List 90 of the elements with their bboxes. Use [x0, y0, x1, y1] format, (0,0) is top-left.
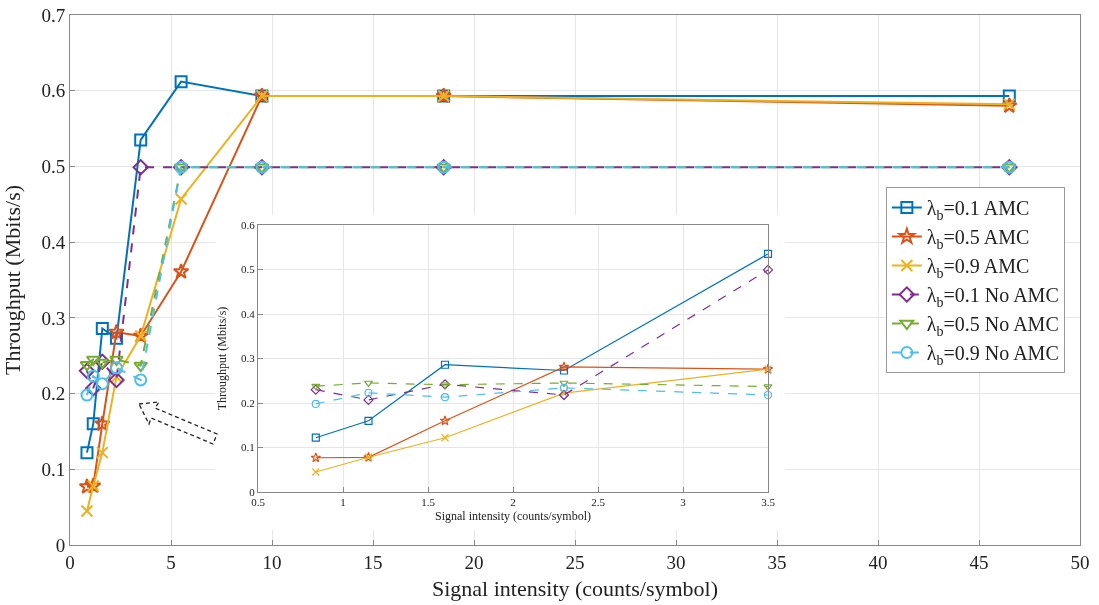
point	[86, 369, 100, 383]
y-tick-label: 0.4	[241, 307, 256, 320]
point	[86, 417, 100, 431]
point	[364, 388, 373, 397]
y-tick-label: 0.3	[41, 307, 66, 329]
point	[94, 353, 111, 370]
x-tick-label: 35	[767, 551, 787, 573]
legend-label: λ$_{b}$=0.1 AMC	[926, 197, 1030, 223]
point	[95, 377, 109, 391]
point	[363, 394, 374, 406]
legend-label: λ$_{b}$=0.9 AMC	[926, 255, 1030, 281]
point	[95, 321, 109, 335]
legend-label: λ$_{b}$=0.5 No AMC	[926, 313, 1059, 339]
point	[311, 467, 320, 477]
y-tick-label: 0	[55, 534, 66, 556]
point	[108, 371, 125, 389]
point	[762, 264, 774, 276]
point	[558, 361, 570, 372]
point	[134, 373, 148, 387]
point	[174, 75, 188, 89]
point	[109, 361, 123, 375]
x-tick-label: 40	[868, 551, 888, 573]
x-tick-label: 3.5	[761, 496, 776, 509]
point	[310, 384, 321, 395]
point	[311, 399, 320, 408]
point	[439, 415, 451, 426]
x-tick-label: 2	[510, 496, 516, 509]
point	[311, 383, 321, 391]
point	[763, 384, 773, 391]
point	[132, 159, 149, 176]
x-axis-title: Signal intensity (counts/symbol)	[432, 575, 718, 601]
x-tick-label: 0.5	[251, 496, 266, 509]
x-tick-label: 50	[1070, 551, 1090, 573]
point	[174, 192, 188, 206]
x-tick-label: 45	[969, 551, 989, 573]
point	[559, 383, 569, 392]
legend-label: λ$_{b}$=0.5 AMC	[926, 226, 1030, 252]
point	[763, 249, 773, 259]
x-tick-label: 10	[262, 551, 282, 573]
y-tick-label: 0	[249, 485, 256, 498]
x-tick-label: 2.5	[591, 496, 606, 509]
x-tick-label: 1	[340, 496, 346, 509]
point	[80, 446, 94, 460]
x-tick-label: 30	[666, 551, 686, 573]
point	[311, 433, 320, 442]
point	[172, 262, 190, 279]
point	[94, 415, 111, 432]
y-tick-label: 0.7	[41, 4, 66, 26]
y-tick-label: 0.1	[41, 458, 66, 480]
y-tick-label: 0.4	[41, 231, 66, 253]
point	[559, 366, 569, 375]
legend-label: λ$_{b}$=0.9 No AMC	[926, 342, 1059, 368]
point	[108, 323, 125, 340]
point	[80, 388, 94, 402]
y-axis-title: Throughput (Mbits/s)	[215, 306, 229, 411]
y-tick-label: 0.5	[241, 263, 256, 276]
point	[763, 390, 773, 400]
point	[94, 358, 110, 370]
x-tick-label: 3	[680, 496, 687, 509]
point	[364, 416, 373, 425]
x-tick-label: 5	[166, 551, 176, 573]
x-tick-label: 15	[363, 551, 383, 573]
point	[109, 331, 123, 345]
x-tick-label: 25	[565, 551, 585, 573]
y-tick-label: 0.2	[41, 383, 66, 405]
legend-label: λ$_{b}$=0.1 No AMC	[926, 284, 1059, 310]
point	[80, 504, 94, 518]
point	[78, 362, 96, 380]
y-tick-label: 0.5	[41, 156, 66, 178]
point	[559, 380, 569, 388]
y-axis-title: Throughput (Mbits/s)	[0, 184, 25, 376]
y-tick-label: 0.6	[241, 218, 256, 231]
y-tick-label: 0.1	[241, 441, 255, 454]
y-tick-label: 0.2	[241, 396, 255, 409]
x-tick-label: 20	[464, 551, 484, 573]
point	[134, 133, 148, 147]
point	[440, 393, 450, 402]
point	[440, 433, 450, 442]
x-axis-title: Signal intensity (counts/symbol)	[435, 509, 591, 524]
point	[440, 360, 450, 369]
x-tick-label: 1.5	[421, 496, 436, 509]
point	[85, 380, 102, 397]
point	[310, 452, 322, 463]
point	[363, 380, 374, 388]
point	[109, 355, 124, 366]
point	[95, 446, 109, 460]
point	[133, 361, 149, 373]
point	[1002, 89, 1016, 103]
y-tick-label: 0.6	[41, 80, 66, 102]
y-tick-label: 0.3	[241, 352, 256, 365]
